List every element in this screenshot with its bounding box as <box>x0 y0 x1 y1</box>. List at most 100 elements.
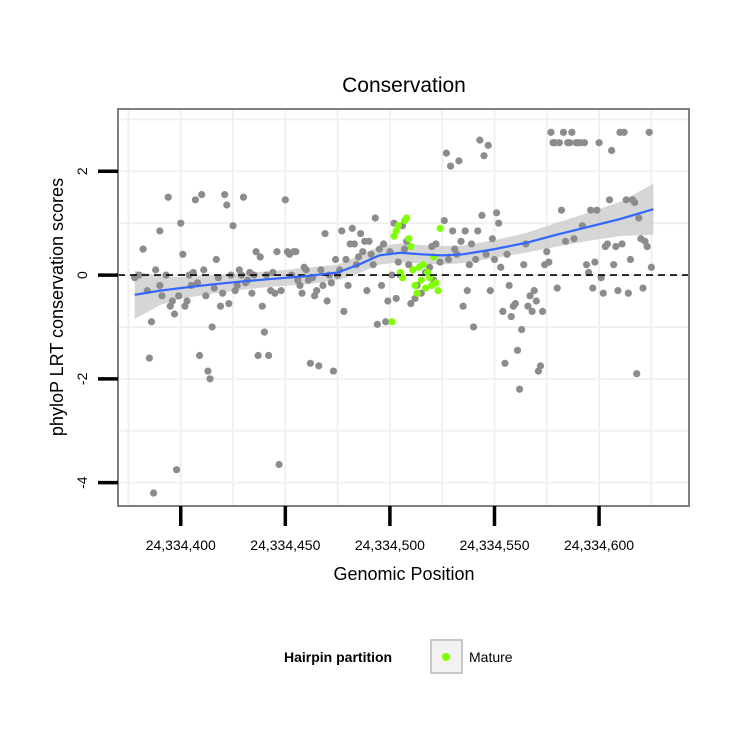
data-point <box>461 227 469 235</box>
data-point <box>195 351 204 360</box>
data-point <box>375 245 384 253</box>
data-point <box>631 198 639 207</box>
data-point <box>603 240 612 248</box>
data-point <box>400 245 409 253</box>
data-point <box>359 248 367 256</box>
plot-gridlines <box>118 109 689 506</box>
data-point <box>170 310 179 318</box>
data-point <box>618 240 626 248</box>
y-axis-title: phyloP LRT conservation scores <box>47 178 67 436</box>
confidence-band <box>134 183 654 320</box>
x-tick-label: 24,334,600 <box>564 537 634 553</box>
data-point <box>365 237 373 245</box>
data-point <box>340 307 348 315</box>
data-point <box>317 266 325 274</box>
data-point-mature <box>403 214 411 222</box>
data-point <box>455 157 463 165</box>
data-point <box>202 292 210 300</box>
data-point <box>407 300 415 308</box>
data-point <box>239 193 248 201</box>
data-point <box>614 287 622 295</box>
data-point <box>327 279 335 287</box>
data-point <box>545 258 553 266</box>
data-point-mature <box>434 287 442 295</box>
data-point <box>513 346 522 354</box>
data-point <box>248 289 256 297</box>
data-point <box>532 297 540 305</box>
data-point <box>446 162 455 170</box>
data-point <box>392 294 400 303</box>
data-point <box>626 255 635 264</box>
data-point <box>371 214 379 222</box>
data-point <box>212 255 220 264</box>
y-tick-label: 2 <box>74 167 90 175</box>
data-point <box>515 385 524 393</box>
data-point <box>145 354 153 362</box>
data-point <box>440 216 448 225</box>
data-point <box>643 242 651 251</box>
y-tick-label: 0 <box>74 271 90 279</box>
data-point <box>216 302 225 310</box>
data-point <box>467 240 476 248</box>
data-point <box>405 261 413 269</box>
x-tick-label: 24,334,500 <box>355 537 425 553</box>
data-point <box>179 250 187 258</box>
data-point <box>258 302 266 310</box>
data-point <box>175 292 183 300</box>
data-point-mature <box>394 222 402 230</box>
data-point <box>566 139 574 147</box>
data-point <box>344 281 352 290</box>
legend-label-mature: Mature <box>469 649 513 665</box>
data-point <box>476 136 484 144</box>
data-point <box>357 229 365 238</box>
data-point <box>610 261 618 269</box>
data-point <box>555 139 563 147</box>
data-point <box>331 255 340 264</box>
data-point <box>528 307 536 315</box>
smooth-trend-line <box>134 208 654 296</box>
data-point <box>639 284 647 292</box>
data-point <box>557 206 566 214</box>
data-point <box>164 193 172 201</box>
data-point <box>620 128 628 136</box>
data-point <box>490 255 499 264</box>
data-point <box>511 300 519 308</box>
data-point <box>149 489 158 497</box>
data-point <box>198 191 206 199</box>
data-point <box>647 263 655 271</box>
data-point <box>254 351 262 360</box>
data-point <box>206 375 214 383</box>
legend: Hairpin partition Mature <box>284 639 513 674</box>
data-point <box>624 289 632 297</box>
data-point <box>177 219 185 227</box>
data-point <box>595 139 603 147</box>
data-point <box>635 214 643 222</box>
data-point <box>369 261 377 269</box>
data-point <box>526 292 534 300</box>
data-point <box>350 240 358 248</box>
data-point <box>463 287 471 295</box>
data-point <box>497 263 505 271</box>
y-axis: 2 0 -2 -4 <box>74 167 118 489</box>
plot-panel-border <box>117 108 690 507</box>
data-point <box>191 196 199 204</box>
data-point <box>380 240 388 248</box>
data-point <box>589 284 597 292</box>
data-point <box>501 359 509 367</box>
data-point <box>599 289 607 297</box>
data-point <box>503 250 511 258</box>
data-point <box>582 261 591 269</box>
data-point <box>348 224 356 232</box>
data-point-mature <box>432 279 440 287</box>
data-point-mature <box>419 261 427 269</box>
data-point <box>147 318 156 326</box>
y-tick-label: -2 <box>74 372 90 385</box>
data-point-mature <box>405 235 413 243</box>
data-point <box>518 325 526 334</box>
data-point <box>605 196 614 204</box>
data-point <box>306 359 315 367</box>
data-point <box>233 281 241 290</box>
data-point <box>536 362 545 370</box>
data-point <box>319 281 327 290</box>
data-point-mature <box>411 281 419 290</box>
